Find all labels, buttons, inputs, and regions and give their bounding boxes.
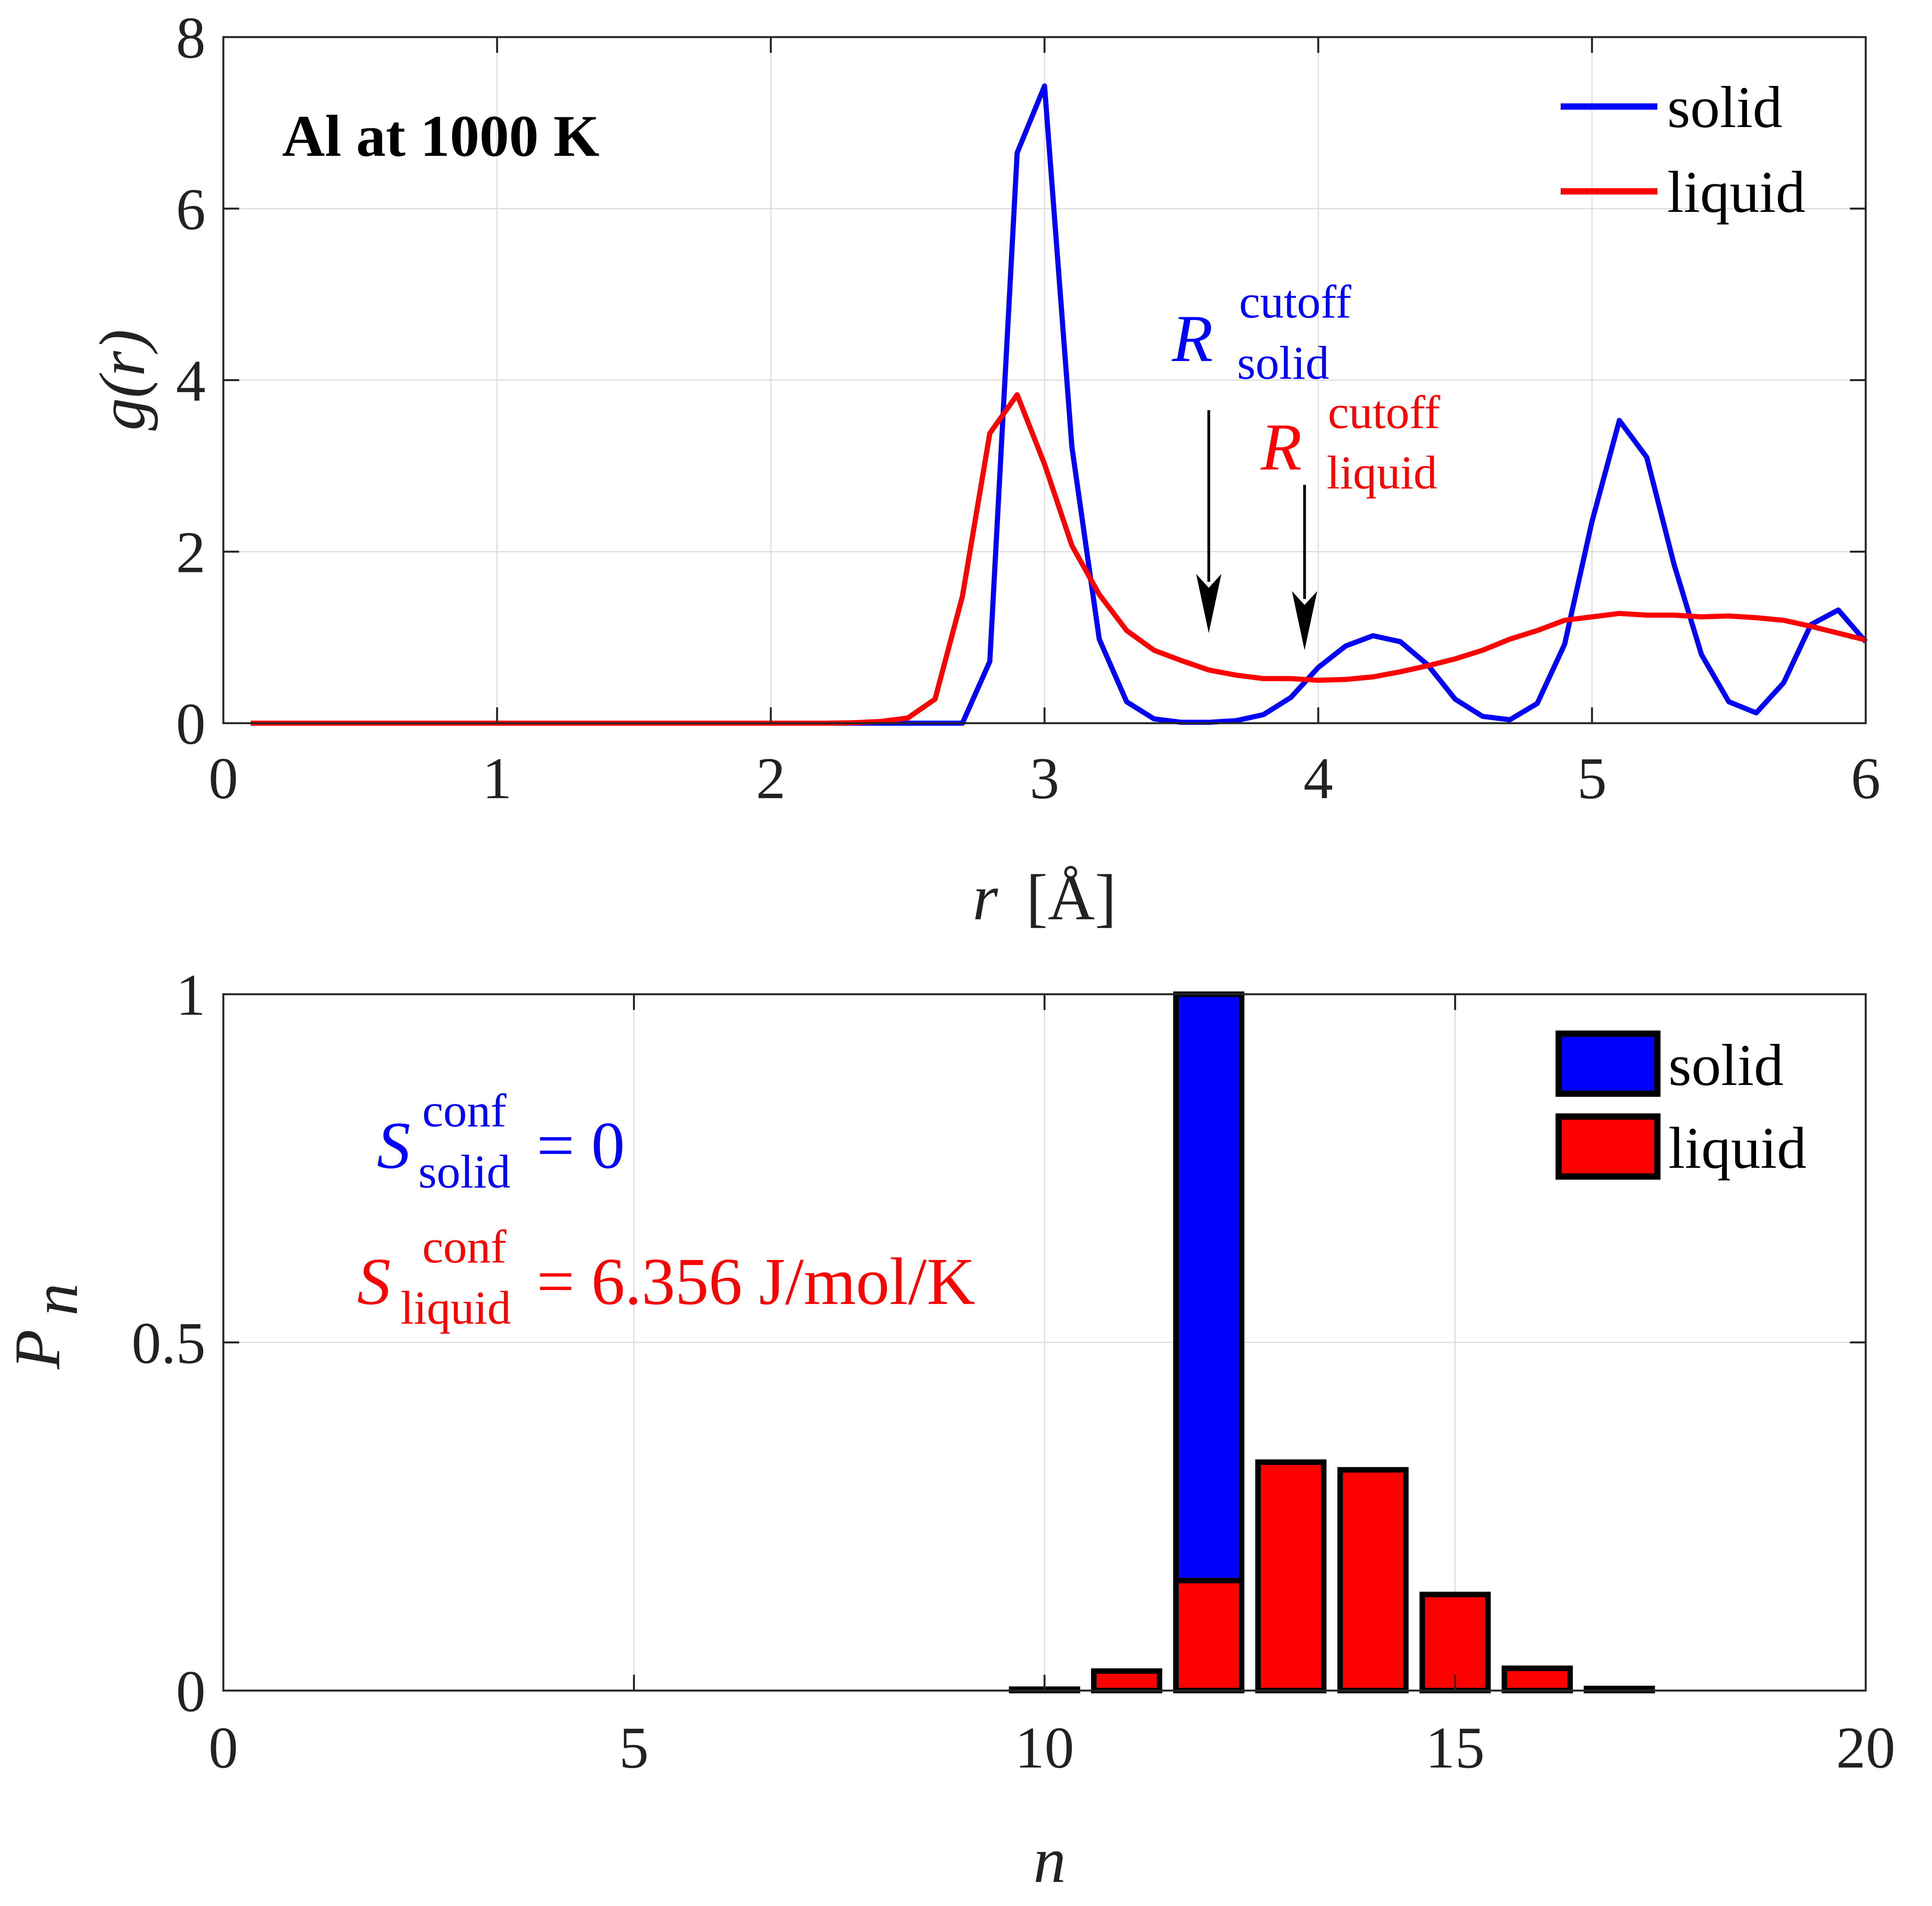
pn-y-tick-labels: 00.51: [132, 962, 206, 1724]
pn-x-tick-label: 20: [1836, 1715, 1895, 1781]
pn-x-tick-label: 10: [1015, 1715, 1074, 1781]
gr-legend-solid-label: solid: [1667, 75, 1782, 140]
s-solid-value: = 0: [537, 1108, 625, 1182]
gr-y-tick-label: 8: [176, 5, 206, 71]
pn-bar-liquid: [1091, 1668, 1163, 1694]
gr-x-tick-label: 0: [209, 746, 238, 811]
r-solid-cutoff-sub: solid: [1237, 337, 1329, 389]
gr-x-tick-label: 2: [756, 746, 786, 811]
pn-bar-liquid: [1337, 1467, 1409, 1694]
gr-x-tick-label: 3: [1030, 746, 1060, 811]
gr-ticks: [222, 36, 1867, 724]
entropy-annotations: S conf solid = 0 S conf liquid = 6.356 J…: [357, 1084, 975, 1334]
pn-y-tick-label: 1: [176, 962, 206, 1028]
gr-legend: solid liquid: [1561, 75, 1805, 225]
pn-x-axis-label: n: [1033, 1824, 1066, 1896]
s-liquid-sub: liquid: [401, 1281, 511, 1334]
s-liquid-value: = 6.356 J/mol/K: [537, 1244, 975, 1319]
pn-bar-liquid: [1173, 1578, 1245, 1693]
pn-legend-solid-label: solid: [1668, 1032, 1784, 1098]
gr-y-tick-label: 2: [176, 520, 206, 585]
gr-x-axis-var: r: [973, 861, 998, 933]
pn-y-tick-label: 0.5: [132, 1311, 206, 1376]
gr-cutoff-arrows: [1196, 410, 1317, 651]
pn-x-tick-label: 0: [209, 1715, 238, 1781]
pn-x-tick-label: 15: [1426, 1715, 1485, 1781]
pn-ticks: [222, 993, 1867, 1692]
pn-panel: 0 5 10 15 20 00.51 solid liquid S conf solid…: [1, 962, 1895, 1896]
pn-legend-liquid-swatch: [1556, 1113, 1661, 1180]
pn-legend-liquid-label: liquid: [1668, 1115, 1807, 1181]
gr-y-tick-label: 6: [176, 177, 206, 242]
r-solid-cutoff-label: R: [1172, 301, 1213, 376]
r-liquid-cutoff-sub: liquid: [1327, 446, 1437, 499]
gr-y-tick-label: 0: [176, 691, 206, 757]
r-solid-cutoff-base: R: [1172, 301, 1213, 376]
gr-x-axis-label: r [Å]: [973, 861, 1117, 933]
gr-legend-liquid-label: liquid: [1667, 159, 1805, 225]
pn-bar-liquid: [1255, 1459, 1327, 1694]
gr-x-tick-label: 4: [1303, 746, 1333, 811]
s-solid-base: S: [377, 1108, 410, 1182]
gr-x-tick-labels: 0 1 2 3 4 5 6: [209, 746, 1881, 811]
pn-bar-liquid: [1501, 1665, 1573, 1694]
pn-y-axis-base: P: [1, 1330, 73, 1370]
r-solid-cutoff-sup: cutoff: [1239, 275, 1351, 328]
s-solid-sup: conf: [422, 1084, 506, 1137]
r-liquid-cutoff-sup: cutoff: [1328, 386, 1440, 438]
pn-y-tick-label: 0: [176, 1659, 206, 1724]
gr-y-axis-label: g(r): [86, 329, 158, 431]
gr-x-tick-label: 1: [482, 746, 512, 811]
s-liquid-base: S: [357, 1244, 391, 1319]
pn-x-tick-label: 5: [619, 1715, 649, 1781]
s-liquid-sup: conf: [422, 1220, 506, 1273]
gr-x-tick-label: 6: [1851, 746, 1881, 811]
r-liquid-cutoff-base: R: [1260, 410, 1302, 484]
pn-y-axis-label: P n: [1, 1283, 91, 1370]
r-liquid-cutoff-label: R: [1260, 410, 1302, 484]
gr-x-axis-unit: [Å]: [1026, 861, 1116, 933]
s-solid-sub: solid: [418, 1145, 510, 1198]
gr-cutoff-annotations: R cutoff solid R cutoff liquid: [1172, 275, 1440, 499]
gr-y-tick-labels: 0 2 4 6 8: [176, 5, 206, 757]
pn-legend-solid-swatch: [1556, 1031, 1661, 1097]
gr-x-tick-label: 5: [1577, 746, 1607, 811]
cutoff-arrow-head-liquid: [1292, 591, 1317, 651]
gr-title: Al at 1000 K: [282, 103, 599, 169]
pn-legend: solid liquid: [1556, 1031, 1807, 1181]
pn-y-axis-sub: n: [19, 1283, 91, 1316]
cutoff-arrow-head-solid: [1196, 574, 1222, 633]
pn-x-tick-labels: 0 5 10 15 20: [209, 1715, 1896, 1781]
gr-y-tick-label: 4: [176, 348, 206, 414]
